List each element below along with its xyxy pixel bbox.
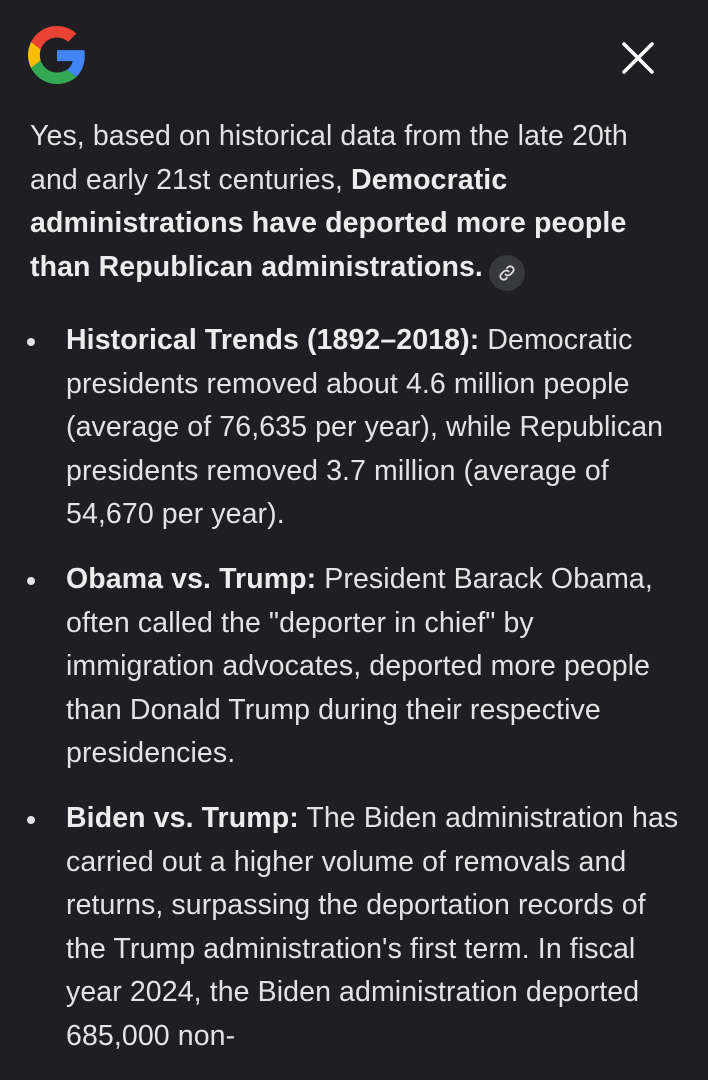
bullet-text: Historical Trends (1892–2018): Democrati… bbox=[66, 319, 680, 537]
answer-bullet-list: Historical Trends (1892–2018): Democrati… bbox=[27, 319, 680, 1080]
intro-bold-text: Democratic administrations have deported… bbox=[30, 163, 627, 283]
answer-intro: Yes, based on historical data from the l… bbox=[30, 115, 680, 291]
list-item: Biden vs. Trump: The Biden administratio… bbox=[27, 797, 680, 1059]
source-link-button[interactable] bbox=[488, 254, 525, 291]
link-icon bbox=[499, 265, 515, 281]
list-item: Historical Trends (1892–2018): Democrati… bbox=[27, 319, 680, 537]
ai-answer: Yes, based on historical data from the l… bbox=[27, 115, 680, 1052]
google-g-logo-icon bbox=[28, 26, 85, 84]
list-item: Obama vs. Trump: President Barack Obama,… bbox=[27, 558, 680, 776]
bullet-title: Obama vs. Trump: bbox=[66, 562, 317, 595]
bullet-dot bbox=[27, 576, 35, 585]
bullet-body: Democratic presidents removed about 4.6 … bbox=[66, 324, 664, 531]
bullet-text: Obama vs. Trump: President Barack Obama,… bbox=[66, 558, 680, 776]
bullet-dot bbox=[27, 338, 35, 346]
close-icon bbox=[622, 42, 654, 74]
bullet-dot bbox=[27, 815, 35, 824]
bullet-body: The Biden administration has carried out… bbox=[66, 801, 679, 1052]
bullet-body: President Barack Obama, often called the… bbox=[66, 562, 653, 770]
bullet-title: Historical Trends (1892–2018): bbox=[66, 324, 480, 356]
bullet-text: Biden vs. Trump: The Biden administratio… bbox=[66, 797, 680, 1059]
intro-plain-text: Yes, based on historical data from the l… bbox=[30, 120, 628, 196]
close-button[interactable] bbox=[618, 38, 658, 78]
bullet-title: Biden vs. Trump: bbox=[66, 801, 299, 834]
